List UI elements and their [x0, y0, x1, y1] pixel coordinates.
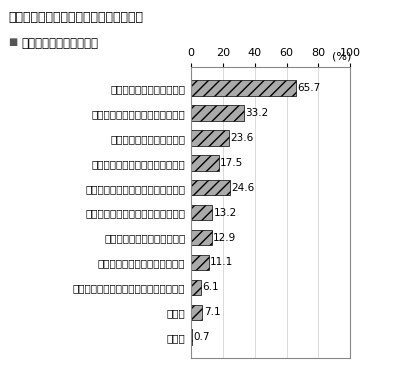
Text: 0.7: 0.7	[193, 332, 210, 342]
Text: 分譲マンション取得世帯: 分譲マンション取得世帯	[22, 37, 99, 50]
Bar	[191, 329, 192, 345]
Bar	[191, 255, 209, 270]
Text: 17.5: 17.5	[220, 158, 244, 168]
Text: 12.9: 12.9	[213, 232, 236, 242]
Bar	[191, 230, 212, 245]
Text: 24.6: 24.6	[232, 183, 255, 193]
Text: 33.2: 33.2	[245, 108, 268, 118]
Bar	[191, 130, 228, 145]
Text: 11.1: 11.1	[210, 257, 233, 267]
Text: 7.1: 7.1	[204, 307, 220, 317]
Text: (%): (%)	[332, 51, 352, 61]
Text: 23.6: 23.6	[230, 133, 253, 143]
Bar	[191, 180, 230, 195]
Text: 13.2: 13.2	[213, 208, 236, 217]
Text: 中古住宅にしなかった理由（複数回答）: 中古住宅にしなかった理由（複数回答）	[8, 11, 143, 24]
Text: ■: ■	[8, 37, 17, 47]
Bar	[191, 205, 212, 220]
Bar	[191, 280, 201, 295]
Bar	[191, 105, 244, 121]
Text: 65.7: 65.7	[297, 83, 320, 93]
Text: 6.1: 6.1	[202, 282, 219, 292]
Bar	[191, 155, 219, 170]
Bar	[191, 304, 202, 320]
Bar	[191, 80, 296, 96]
